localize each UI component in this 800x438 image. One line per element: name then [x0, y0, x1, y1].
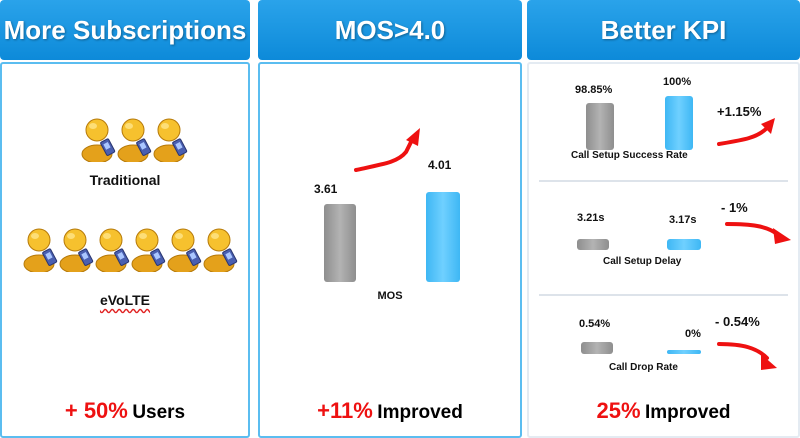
mos-bar-after	[426, 192, 460, 282]
mos-up-arrow-icon	[354, 128, 420, 172]
users-increase-value: + 50%	[64, 398, 128, 423]
evolte-users-group	[20, 224, 238, 277]
panel-mos: MOS>4.0 3.61 4.01 MOS +11% Improved	[258, 0, 522, 438]
panel-1-title: More Subscriptions	[0, 0, 250, 60]
panel-2-content: 3.61 4.01 MOS +11% Improved	[258, 62, 522, 438]
mos-bar-before	[324, 204, 356, 282]
kpi-2-value-label-2: 3.17s	[669, 214, 697, 226]
kpi-3-value-label-2: 0%	[685, 328, 701, 340]
mos-value-label-2: 4.01	[428, 158, 452, 172]
user-icon	[200, 224, 242, 277]
panel-3-content: 98.85% 100% Call Setup Success Rate +1.1…	[527, 62, 800, 438]
kpi-divider-1	[539, 180, 788, 182]
user-icon	[20, 224, 62, 277]
kpi-divider-2	[539, 294, 788, 296]
kpi-2-bar-before	[577, 239, 609, 250]
panel-1-content: Traditional eVoLTE + 50% Users	[0, 62, 250, 438]
mos-value-label-1: 3.61	[314, 182, 338, 196]
kpi-1-value-label-1: 98.85%	[575, 84, 613, 96]
traditional-users-group	[78, 114, 188, 167]
user-icon	[114, 114, 156, 167]
panel-1-footer: + 50% Users	[2, 398, 248, 424]
panel-better-kpi: Better KPI 98.85% 100% Call Setup Succes…	[527, 0, 800, 438]
user-icon	[164, 224, 206, 277]
kpi-3-bar-before	[581, 342, 613, 354]
kpi-2-value-label-1: 3.21s	[577, 212, 605, 224]
user-icon	[78, 114, 120, 167]
kpi-improvement-value: 25%	[596, 398, 641, 423]
kpi-1-change: +1.15%	[717, 104, 762, 119]
user-icon	[150, 114, 192, 167]
mos-increase-value: +11%	[317, 398, 373, 423]
traditional-label: Traditional	[89, 172, 161, 188]
panel-3-footer: 25% Improved	[529, 398, 798, 424]
user-icon	[128, 224, 170, 277]
kpi-3-value-label-1: 0.54%	[579, 318, 611, 330]
panel-more-subscriptions: More Subscriptions Traditional eVoLTE + …	[0, 0, 250, 438]
kpi-1-bar-before	[586, 103, 614, 150]
kpi-1-name: Call Setup Success Rate	[571, 150, 688, 161]
kpi-2-bar-after	[667, 239, 701, 250]
kpi-improvement-text: Improved	[644, 402, 731, 423]
kpi-3-bar-after	[667, 350, 701, 354]
kpi-1-bar-after	[665, 96, 693, 150]
kpi-1-value-label-2: 100%	[663, 76, 692, 88]
kpi-1-up-arrow-icon	[717, 118, 775, 146]
kpi-2-down-arrow-icon	[725, 222, 791, 244]
evolte-label: eVoLTE	[99, 292, 151, 308]
users-increase-text: Users	[132, 402, 186, 423]
panel-2-footer: +11% Improved	[260, 398, 520, 424]
user-icon	[56, 224, 98, 277]
panel-3-title: Better KPI	[527, 0, 800, 60]
kpi-3-name: Call Drop Rate	[609, 362, 678, 373]
kpi-2-name: Call Setup Delay	[603, 256, 682, 267]
panel-2-title: MOS>4.0	[258, 0, 522, 60]
kpi-2-change: - 1%	[721, 200, 748, 215]
mos-category-label: MOS	[377, 290, 403, 302]
kpi-3-change: - 0.54%	[715, 314, 760, 329]
mos-increase-text: Improved	[377, 402, 463, 423]
kpi-3-down-arrow-icon	[717, 342, 777, 370]
user-icon	[92, 224, 134, 277]
